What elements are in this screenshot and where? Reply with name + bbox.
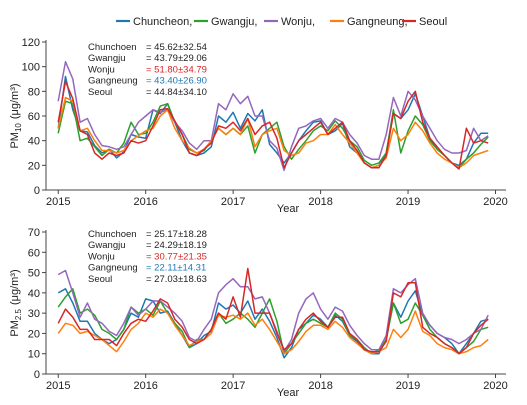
stat-value-gangneung: = 43.40±26.90 bbox=[146, 76, 207, 87]
legend-label-seoul: Seoul bbox=[419, 16, 447, 28]
x-tick-label: 2019 bbox=[396, 196, 420, 208]
x-tick-label: 2017 bbox=[221, 380, 245, 392]
pm25-panel: 0 10 20 30 40 50 60 70 2015 2016 2017 2018 2019 2020 Y… bbox=[9, 227, 508, 399]
x-tick-label: 2020 bbox=[483, 196, 507, 208]
x-axis-title: Year bbox=[277, 387, 300, 399]
stat-value-gangneung: = 22.11±14.31 bbox=[146, 263, 206, 274]
y-tick-label: 40 bbox=[28, 288, 40, 300]
y-axis-title-main: PM bbox=[9, 132, 21, 149]
y-tick-label: 20 bbox=[28, 328, 40, 340]
y-tick-label: 60 bbox=[28, 111, 40, 123]
y-tick-label: 20 bbox=[28, 160, 40, 172]
stat-station-gwangju: Gwangju bbox=[88, 53, 126, 64]
series-line-wonju bbox=[57, 60, 489, 172]
stat-value-wonju: = 51.80±34.79 bbox=[146, 64, 207, 75]
series-line-gangneung bbox=[57, 308, 489, 355]
stat-station-wonju: Wonju bbox=[88, 64, 115, 75]
x-tick-label: 2016 bbox=[133, 380, 157, 392]
legend-label-chuncheon: Chuncheon, bbox=[133, 16, 192, 28]
y-tick-label: 10 bbox=[28, 349, 40, 361]
x-tick-label: 2017 bbox=[221, 196, 245, 208]
stat-value-chunchoen: = 25.17±18.28 bbox=[146, 229, 207, 240]
y-tick-label: 40 bbox=[28, 136, 40, 148]
y-axis-title-sub: 10 bbox=[14, 123, 23, 132]
series-line-chuncheon bbox=[57, 288, 489, 359]
y-axis-title-sub: 2.5 bbox=[14, 308, 23, 320]
y-axis-title: PM10 (μg/m³) bbox=[9, 83, 23, 148]
legend-label-wonju: Wonju, bbox=[281, 16, 315, 28]
stat-value-wonju: = 30.77±21.35 bbox=[146, 251, 207, 262]
x-axis-title: Year bbox=[277, 203, 300, 215]
y-tick-label: 50 bbox=[28, 268, 40, 280]
series-line-seoul bbox=[57, 80, 489, 170]
stat-station-chunchoen: Chunchoen bbox=[88, 42, 137, 53]
series-line-gwangju bbox=[57, 100, 489, 169]
y-axis-title-main: PM bbox=[9, 320, 21, 337]
y-tick-label: 80 bbox=[28, 86, 40, 98]
stat-station-seoul: Seoul bbox=[88, 87, 112, 98]
legend-label-gwangju: Gwangju, bbox=[211, 16, 257, 28]
y-axis-title: PM2.5 (μg/m³) bbox=[9, 269, 23, 336]
y-tick-label: 0 bbox=[34, 185, 40, 197]
y-axis-title-unit: (μg/m³) bbox=[9, 269, 21, 305]
stat-station-gangneung: Gangneung bbox=[88, 76, 138, 87]
series-line-gangneung bbox=[57, 96, 489, 169]
pm10-panel: 0 20 40 60 80 100 120 2015 2016 2017 2018 2019 2020 Y… bbox=[9, 37, 508, 215]
y-tick-label: 100 bbox=[22, 62, 40, 74]
y-tick-label: 30 bbox=[28, 308, 40, 320]
series-line-seoul bbox=[57, 267, 489, 355]
stat-station-wonju: Wonju bbox=[88, 251, 115, 262]
x-tick-label: 2015 bbox=[46, 380, 70, 392]
x-tick-label: 2018 bbox=[308, 196, 332, 208]
stat-value-seoul: = 27.03±18.63 bbox=[146, 274, 207, 285]
stat-value-chunchoen: = 45.62±32.54 bbox=[146, 42, 207, 53]
y-tick-label: 60 bbox=[28, 247, 40, 259]
stat-station-seoul: Seoul bbox=[88, 274, 112, 285]
stat-value-gwangju: = 24.29±18.19 bbox=[146, 240, 207, 251]
y-tick-label: 0 bbox=[34, 369, 40, 381]
x-tick-label: 2020 bbox=[483, 380, 507, 392]
x-tick-label: 2019 bbox=[396, 380, 420, 392]
stat-value-gwangju: = 43.79±29.06 bbox=[146, 53, 207, 64]
y-tick-label: 120 bbox=[22, 37, 40, 49]
x-tick-label: 2015 bbox=[46, 196, 70, 208]
y-tick-label: 70 bbox=[28, 227, 40, 239]
legend: Chuncheon, Gwangju, Wonju, Gangneung, Seoul bbox=[116, 16, 447, 28]
stat-station-chunchoen: Chunchoen bbox=[88, 229, 137, 240]
stat-station-gwangju: Gwangju bbox=[88, 240, 126, 251]
x-tick-label: 2018 bbox=[308, 380, 332, 392]
y-axis-title-unit: (μg/m³) bbox=[9, 83, 21, 119]
stat-station-gangneung: Gangneung bbox=[88, 263, 138, 274]
legend-label-gangneung: Gangneung, bbox=[347, 16, 408, 28]
stat-value-seoul: = 44.84±34.10 bbox=[146, 87, 207, 98]
x-tick-label: 2016 bbox=[133, 196, 157, 208]
